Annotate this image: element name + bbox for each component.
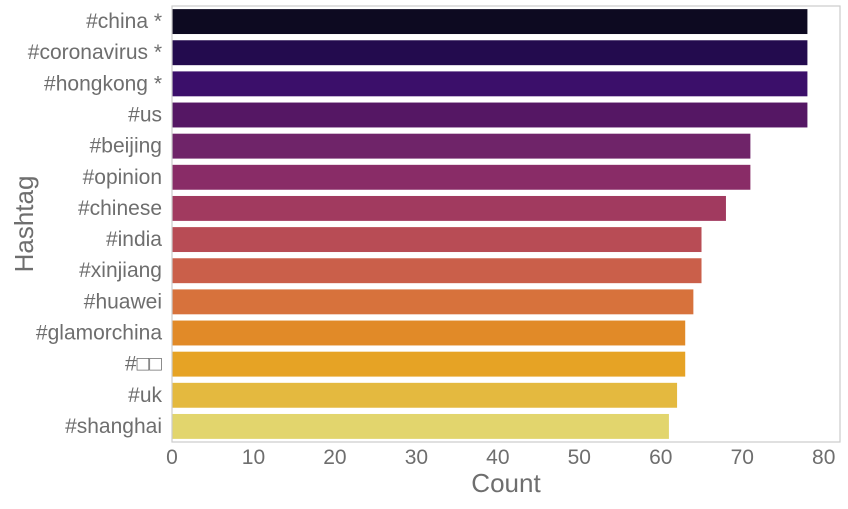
bar [172, 133, 751, 159]
x-tick-label: 30 [405, 446, 428, 469]
y-tick-label: #hongkong * [44, 72, 162, 95]
y-tick-label: #opinion [83, 166, 162, 189]
y-tick-label: #□□ [125, 353, 162, 376]
x-tick-label: 10 [242, 446, 265, 469]
y-tick-label: #chinese [78, 197, 162, 220]
bar [172, 227, 702, 253]
x-tick-label: 20 [323, 446, 346, 469]
x-tick-label: 50 [568, 446, 591, 469]
y-tick-label: #uk [128, 384, 162, 407]
y-axis-title: Hashtag [9, 176, 39, 273]
bars-layer [172, 9, 808, 439]
x-tick-label: 80 [812, 446, 835, 469]
bar [172, 289, 694, 315]
bar [172, 102, 808, 128]
bar [172, 320, 686, 346]
bar [172, 164, 751, 190]
x-tick-label: 40 [486, 446, 509, 469]
y-tick-label: #coronavirus * [28, 41, 162, 64]
ticks-layer: #china * #coronavirus * #hongkong * #us #bei… [28, 10, 836, 469]
x-tick-label: 60 [649, 446, 672, 469]
bar [172, 71, 808, 97]
plot-frame [171, 5, 841, 443]
bar [172, 382, 678, 408]
x-axis-title: Count [471, 468, 541, 498]
bar [172, 195, 726, 221]
y-tick-label: #huawei [84, 290, 162, 313]
y-tick-label: #india [106, 228, 162, 251]
bar [172, 258, 702, 284]
bar [172, 351, 686, 377]
y-tick-label: #shanghai [65, 415, 162, 438]
y-tick-label: #us [128, 104, 162, 127]
y-tick-label: #beijing [90, 135, 162, 158]
y-tick-label: #xinjiang [79, 259, 162, 282]
bar [172, 413, 669, 439]
bar [172, 40, 808, 66]
x-tick-label: 0 [166, 446, 178, 469]
labels-layer: Count Hashtag [9, 176, 541, 498]
bar [172, 9, 808, 35]
x-tick-label: 70 [731, 446, 754, 469]
y-tick-label: #glamorchina [36, 322, 162, 345]
axes-layer [171, 5, 841, 443]
y-tick-label: #china * [86, 10, 162, 33]
